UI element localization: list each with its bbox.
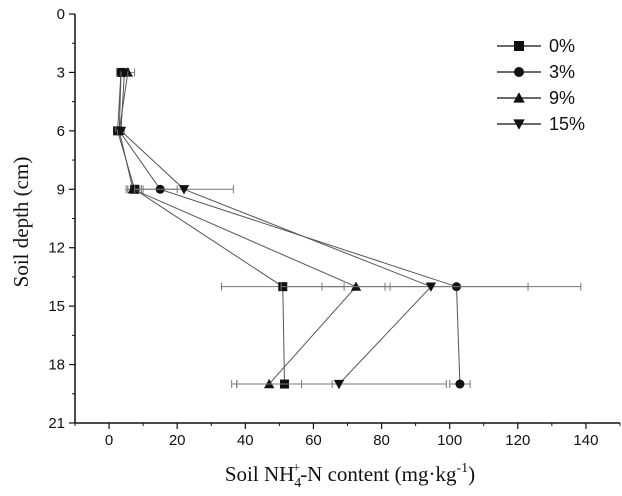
x-axis-title-part: + <box>292 461 300 476</box>
data-point <box>115 126 127 137</box>
legend: 0% 3% 9% 15% <box>497 36 585 134</box>
x-tick-label: 120 <box>505 432 530 449</box>
plot-series <box>113 67 582 390</box>
y-tick-label: 18 <box>48 357 65 374</box>
x-tick-label: 80 <box>373 432 390 449</box>
series-line <box>120 72 432 385</box>
legend-marker <box>514 67 524 77</box>
x-tick-label: 20 <box>169 432 186 449</box>
x-tick-label: 0 <box>105 432 113 449</box>
legend-marker <box>513 92 525 103</box>
series-line <box>118 72 461 385</box>
x-axis-title: Soil NH4+-N content (mg·kg-1) <box>225 461 475 491</box>
data-point <box>263 378 275 389</box>
legend-label: 15% <box>549 114 585 134</box>
x-axis-title-part: Soil NH <box>225 462 294 486</box>
data-point <box>333 379 345 390</box>
y-tick-label: 15 <box>48 298 65 315</box>
x-axis-title-part: 4 <box>294 476 301 491</box>
axes: 0 3 6 9 12 15 18 21 0 20 40 60 80 100 120 140 <box>48 6 621 449</box>
legend-label: 0% <box>549 36 575 56</box>
y-tick-label: 12 <box>48 240 65 257</box>
y-tick-label: 3 <box>57 64 65 81</box>
series-15pct <box>115 68 582 390</box>
series-line <box>117 72 285 385</box>
y-tick-label: 9 <box>57 181 65 198</box>
series-line <box>118 72 357 385</box>
legend-label: 3% <box>549 62 575 82</box>
x-axis-title-part: -N content (mg·kg <box>300 462 457 486</box>
x-tick-label: 60 <box>305 432 322 449</box>
legend-marker <box>513 119 525 130</box>
data-point <box>127 184 139 194</box>
y-tick-label: 21 <box>48 415 65 432</box>
data-point <box>425 282 437 292</box>
series-9pct <box>114 67 391 389</box>
data-point <box>455 379 465 389</box>
series-0pct <box>113 67 345 389</box>
series-3pct <box>114 67 529 389</box>
x-axis-title-part: ) <box>468 462 475 486</box>
data-point <box>119 68 130 78</box>
x-tick-label: 100 <box>437 432 462 449</box>
y-axis-title: Soil depth (cm) <box>9 157 33 288</box>
data-point <box>350 281 362 291</box>
legend-marker <box>514 41 524 51</box>
y-tick-label: 6 <box>57 123 65 140</box>
x-axis-title-part: -1 <box>456 461 468 476</box>
data-point <box>178 185 190 195</box>
x-tick-label: 40 <box>237 432 254 449</box>
x-tick-label: 140 <box>573 432 598 449</box>
y-tick-label: 0 <box>57 6 65 23</box>
legend-label: 9% <box>549 88 575 108</box>
